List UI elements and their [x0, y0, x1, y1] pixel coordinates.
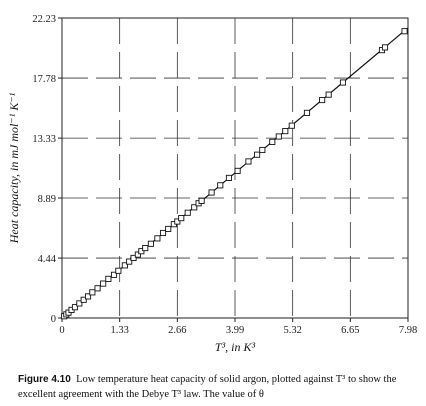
data-point [71, 304, 79, 311]
data-point [159, 229, 167, 237]
y-tick-label: 4.44 [38, 254, 57, 265]
data-point [142, 245, 149, 252]
figure-caption: Figure 4.10 Low temperature heat capacit… [18, 372, 418, 402]
data-point [115, 267, 122, 274]
data-point [325, 91, 332, 98]
grid-lines [62, 18, 408, 318]
y-tick-label: 17.78 [32, 74, 56, 85]
data-point [100, 280, 107, 287]
data-point [208, 189, 215, 196]
data-point [147, 240, 154, 247]
data-point [110, 271, 118, 278]
data-point [126, 258, 133, 265]
data-point [339, 79, 347, 86]
data-point [105, 275, 112, 282]
y-axis-ticks: 0 4.44 8.89 13.33 17.78 22.23 [32, 14, 62, 325]
data-point [121, 262, 128, 269]
y-tick-label: 8.89 [38, 194, 56, 205]
data-point [76, 300, 83, 307]
data-point [381, 44, 389, 51]
x-tick-label: 5.32 [283, 325, 301, 336]
data-point [245, 158, 252, 165]
y-tick-label: 22.23 [32, 14, 56, 25]
y-axis-label: Heat capacity, in mJ mol⁻¹ K⁻¹ [7, 92, 21, 244]
data-point [134, 251, 141, 258]
data-point [225, 174, 232, 181]
x-tick-label: 0 [59, 325, 64, 336]
data-point [94, 285, 101, 292]
data-point [269, 138, 276, 145]
data-point [130, 254, 137, 261]
figure-caption-text: Low temperature heat capacity of solid a… [18, 374, 397, 400]
heat-capacity-chart: 0 1.33 2.66 3.99 5.32 6.65 7.98 0 4.44 8.89 13.33… [7, 14, 417, 354]
x-tick-label: 3.99 [226, 325, 244, 336]
y-tick-label: 13.33 [32, 134, 56, 145]
data-point [275, 133, 282, 140]
data-point [401, 28, 408, 35]
data-point [178, 215, 185, 222]
data-point [288, 122, 295, 129]
data-point [217, 182, 224, 189]
data-point [138, 248, 145, 255]
data-point [174, 218, 181, 225]
x-tick-label: 2.66 [168, 325, 186, 336]
x-tick-label: 7.98 [399, 325, 417, 336]
x-axis-ticks: 0 1.33 2.66 3.99 5.32 6.65 7.98 [59, 318, 417, 336]
x-tick-label: 1.33 [110, 325, 128, 336]
data-point [282, 128, 289, 135]
data-point [198, 197, 205, 204]
data-point [319, 97, 326, 104]
data-point [259, 146, 266, 154]
data-point [184, 209, 191, 216]
data-point [154, 235, 161, 242]
x-axis-label: T³, in K³ [215, 340, 256, 354]
data-points [61, 28, 408, 320]
figure-caption-label: Figure 4.10 [18, 374, 71, 385]
y-tick-label: 0 [51, 314, 56, 325]
x-tick-label: 6.65 [341, 325, 359, 336]
data-point [191, 204, 198, 211]
data-point [165, 225, 172, 232]
data-point [254, 151, 261, 158]
data-point [234, 167, 241, 174]
data-point [80, 296, 87, 303]
data-point [89, 289, 96, 296]
data-point [84, 293, 92, 300]
data-point [303, 109, 311, 116]
